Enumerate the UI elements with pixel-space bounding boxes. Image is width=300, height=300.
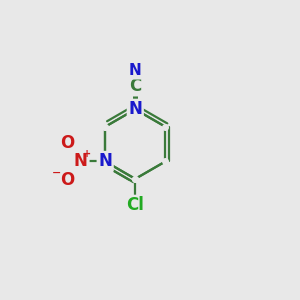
Text: O: O [60, 134, 74, 152]
Text: N: N [73, 152, 87, 170]
Text: N: N [129, 63, 142, 78]
Text: N: N [128, 100, 142, 118]
Text: N: N [98, 152, 112, 170]
Text: Cl: Cl [126, 196, 144, 214]
Text: −: − [52, 167, 61, 177]
Text: O: O [60, 171, 74, 189]
Text: C: C [129, 77, 141, 95]
Text: +: + [82, 149, 91, 159]
